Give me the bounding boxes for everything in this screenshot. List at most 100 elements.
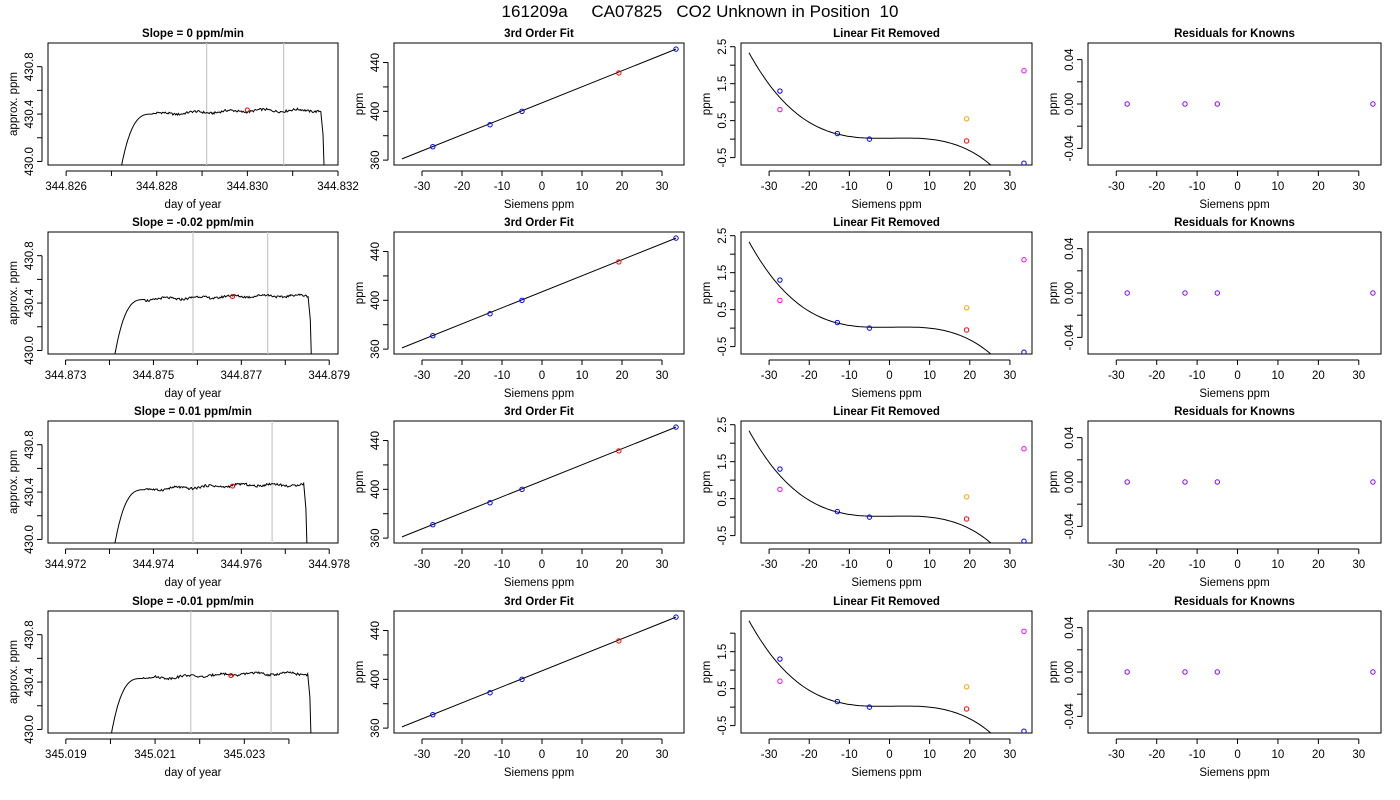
y-axis-label: approx. ppm — [8, 72, 20, 136]
x-tick-label: 10 — [1272, 181, 1285, 193]
x-tick-label: 30 — [1004, 370, 1017, 382]
fit-line — [401, 616, 677, 728]
x-tick-label: 10 — [923, 559, 936, 571]
x-tick-label: 10 — [1272, 749, 1285, 761]
y-tick-label: -0.04 — [1064, 324, 1076, 351]
x-tick-label: -20 — [1148, 559, 1165, 571]
x-tick-label: 20 — [1312, 749, 1325, 761]
panel-knownres-row-4: Residuals for Knowns -30 -20 -10 0 10 20 30 Siem… — [1048, 596, 1382, 779]
data-point — [673, 235, 679, 241]
x-tick-label: -20 — [801, 181, 818, 193]
x-tick-label: 0 — [1234, 370, 1240, 382]
panel-title: Linear Fit Removed — [833, 596, 940, 608]
y-tick-label: 1.5 — [717, 265, 729, 281]
panel-title: 3rd Order Fit — [504, 28, 574, 40]
fit-curve — [748, 52, 992, 165]
plot-frame — [47, 42, 339, 166]
x-tick-label: -20 — [1148, 181, 1165, 193]
y-tick-label: 0.00 — [1064, 93, 1076, 115]
x-tick-label: -10 — [841, 559, 858, 571]
x-tick-label: 30 — [1352, 749, 1365, 761]
y-tick-label: 0.04 — [1064, 237, 1076, 260]
y-tick-label: 0.5 — [717, 681, 729, 697]
plot-frame — [740, 42, 1033, 166]
x-tick-label: -30 — [1108, 749, 1125, 761]
panel-knownres-row-3: Residuals for Knowns -30 -20 -10 0 10 20 30 Siem… — [1048, 406, 1382, 589]
y-tick-label: 400 — [370, 291, 382, 310]
data-point — [1021, 446, 1027, 452]
data-point — [963, 706, 970, 712]
x-tick-label: -10 — [841, 181, 858, 193]
plot-frame — [393, 610, 685, 734]
data-point — [834, 319, 841, 326]
y-axis-label: approx. ppm — [8, 261, 20, 325]
data-point — [866, 704, 873, 710]
data-point — [1214, 101, 1221, 107]
x-tick-label: 0 — [886, 370, 892, 382]
data-point — [1182, 290, 1188, 296]
x-axis-label: Siemens ppm — [851, 767, 921, 779]
y-tick-label: 360 — [370, 529, 382, 548]
x-tick-label: 30 — [656, 749, 669, 761]
data-point — [519, 676, 525, 683]
x-tick-label: 20 — [963, 370, 976, 382]
data-point — [487, 122, 493, 128]
x-tick-label: 344.972 — [45, 559, 87, 571]
data-point — [1370, 290, 1376, 296]
panel-title: Slope = 0 ppm/min — [142, 28, 244, 40]
x-tick-label: -10 — [1189, 181, 1206, 193]
plot-area — [1124, 101, 1376, 107]
x-tick-label: 345.019 — [45, 749, 87, 761]
trace-line — [121, 107, 325, 165]
x-axis-label: Siemens ppm — [504, 767, 574, 779]
x-tick-label: 10 — [923, 749, 936, 761]
y-tick-label: 2.5 — [717, 417, 729, 433]
x-tick-label: 0 — [886, 749, 892, 761]
y-tick-label: 0.04 — [1064, 48, 1076, 71]
panel-fit-row-1: 3rd Order Fit -30 -20 -10 0 10 20 30 Siemens ppm… — [354, 28, 685, 211]
fit-line — [401, 237, 677, 349]
y-axis-label: ppm — [701, 282, 713, 304]
x-tick-label: -20 — [454, 749, 471, 761]
x-tick-label: -30 — [1108, 181, 1125, 193]
panel-title: Residuals for Knowns — [1174, 217, 1295, 229]
y-tick-label: 0.04 — [1064, 616, 1076, 639]
panel-knownres-row-2: Residuals for Knowns -30 -20 -10 0 10 20 30 Siem… — [1048, 217, 1382, 400]
x-tick-label: 20 — [616, 749, 629, 761]
y-tick-label: 0.5 — [717, 491, 729, 507]
data-point — [1182, 479, 1188, 485]
y-tick-label: 430.4 — [24, 667, 36, 696]
x-axis-label: day of year — [165, 577, 222, 589]
panel-title: Residuals for Knowns — [1174, 406, 1295, 418]
x-axis-label: Siemens ppm — [851, 388, 921, 400]
plot-area — [401, 46, 679, 160]
panel-linres-row-4: Linear Fit Removed -30 -20 -10 0 10 20 30 Siemen… — [701, 596, 1033, 779]
x-tick-label: 20 — [616, 370, 629, 382]
y-tick-label: 0.00 — [1064, 661, 1076, 683]
x-tick-label: 344.978 — [308, 559, 350, 571]
y-tick-label: 430.4 — [24, 477, 36, 506]
panel-trace-row-3: Slope = 0.01 ppm/min 344.972 344.974 344.97… — [8, 406, 350, 589]
data-point — [1021, 349, 1027, 354]
x-tick-label: 10 — [576, 559, 589, 571]
plot-area — [748, 430, 1027, 543]
plot-area — [111, 611, 312, 733]
x-tick-label: 20 — [963, 559, 976, 571]
x-tick-label: 30 — [1004, 749, 1017, 761]
x-tick-label: 0 — [1234, 559, 1240, 571]
x-tick-label: -20 — [801, 749, 818, 761]
x-tick-label: 10 — [1272, 559, 1285, 571]
y-tick-label: 0.5 — [717, 302, 729, 318]
x-axis-label: Siemens ppm — [504, 199, 574, 211]
y-tick-label: 360 — [370, 719, 382, 738]
figure-title: 161209a CA07825 CO2 Unknown in Position … — [501, 2, 899, 21]
plot-area — [401, 235, 679, 349]
plot-area — [748, 241, 1027, 354]
y-tick-label: 430.4 — [24, 99, 36, 128]
x-tick-label: 30 — [1004, 181, 1017, 193]
x-tick-label: 10 — [576, 749, 589, 761]
panel-title: Slope = 0.01 ppm/min — [134, 406, 252, 418]
panel-title: Slope = -0.02 ppm/min — [132, 217, 254, 229]
plot-frame — [393, 420, 685, 544]
